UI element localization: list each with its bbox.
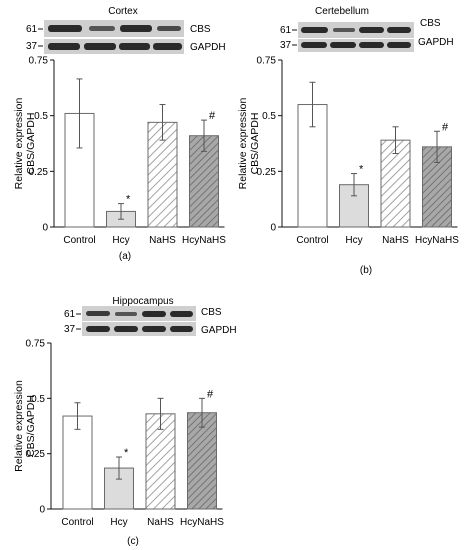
marker-37: 37 <box>26 41 38 52</box>
blot-title: Certebellum <box>315 6 369 17</box>
blot-b: Certebellum 61 37 CBS GAPDH <box>280 6 454 52</box>
panel-b: Certebellum 61 37 CBS GAPDH 00.250.50.7 <box>237 6 459 276</box>
y-axis-label: Relative expressionCBS/GAPDH <box>13 98 37 190</box>
y-axis-label-line: CBS/GAPDH <box>25 113 37 175</box>
y-axis-label-line: CBS/GAPDH <box>25 395 37 457</box>
x-tick-label: HcyNaHS <box>180 517 224 528</box>
blot-label-cbs: CBS <box>201 307 222 318</box>
y-axis-label-line: Relative expression <box>13 380 25 472</box>
bar-nahs <box>380 139 411 228</box>
y-tick-label: 0.75 <box>26 339 46 350</box>
significance-mark: # <box>209 110 216 122</box>
y-tick-label: 0.75 <box>29 56 49 67</box>
blot-bands-cbs <box>86 311 193 317</box>
y-axis-label-line: CBS/GAPDH <box>249 113 261 175</box>
bar-control <box>62 415 93 510</box>
x-tick-label: HcyNaHS <box>415 235 459 246</box>
blot-bands-gapdh <box>86 326 193 332</box>
marker-37: 37 <box>64 324 76 335</box>
bar-chart-a: 0 0.25 0.5 0.75 Relative expressionCBS/GAPDH… <box>13 56 226 247</box>
x-tick-label: NaHS <box>382 235 409 246</box>
blot-bands-gapdh <box>301 42 411 48</box>
x-tick-label: Control <box>61 517 93 528</box>
blot-label-gapdh: GAPDH <box>190 42 226 53</box>
blot-c: Hippocampus 61 37 CBS GAPDH <box>64 296 237 336</box>
significance-mark: * <box>126 194 131 206</box>
x-tick-label: Hcy <box>112 235 129 246</box>
panel-label: (a) <box>119 251 131 262</box>
significance-mark: * <box>359 164 364 176</box>
bar-chart-b: 0 0.25 0.5 0.75 Relative expressionCBS/GAPDH… <box>237 56 459 247</box>
x-tick-label: Hcy <box>345 235 362 246</box>
marker-61: 61 <box>26 24 38 35</box>
blot-label-gapdh: GAPDH <box>201 325 237 336</box>
blot-title: Hippocampus <box>112 296 173 307</box>
marker-61: 61 <box>64 309 76 320</box>
blot-label-cbs: CBS <box>190 24 211 35</box>
y-tick-label: 0 <box>39 505 45 516</box>
y-tick-label: 0.5 <box>31 394 45 405</box>
marker-61: 61 <box>280 25 292 36</box>
significance-mark: # <box>207 388 214 400</box>
significance-mark: # <box>442 121 449 133</box>
x-tick-label: NaHS <box>147 517 174 528</box>
bar-chart-c: 0 0.25 0.5 0.75 Relative expressionCBS/GAPDH… <box>13 339 224 529</box>
blot-a: Cortex 61 37 CBS GAPDH <box>26 6 226 54</box>
blot-label-cbs: CBS <box>420 18 441 29</box>
blot-label-gapdh: GAPDH <box>418 37 454 48</box>
panel-c: Hippocampus 61 37 CBS GAPDH 00.250.50.7 <box>13 296 237 547</box>
blot-bands-cbs <box>48 25 181 32</box>
y-axis-label: Relative expressionCBS/GAPDH <box>237 98 261 190</box>
blot-bands-gapdh <box>48 43 182 50</box>
bar-hcynahs <box>187 412 217 510</box>
y-axis-label-line: Relative expression <box>13 98 25 190</box>
y-tick-label: 0.75 <box>257 56 277 67</box>
blot-strip-gapdh <box>82 322 196 336</box>
significance-mark: * <box>124 447 129 459</box>
x-tick-label: Control <box>63 235 95 246</box>
y-axis-label: Relative expressionCBS/GAPDH <box>13 380 37 472</box>
marker-37: 37 <box>280 40 292 51</box>
x-tick-label: Hcy <box>110 517 127 528</box>
y-tick-label: 0.25 <box>29 167 49 178</box>
y-axis-label-line: Relative expression <box>237 98 249 190</box>
y-tick-label: 0.5 <box>262 111 276 122</box>
y-tick-label: 0.25 <box>257 167 277 178</box>
x-tick-label: HcyNaHS <box>182 235 226 246</box>
blot-strip-gapdh <box>298 39 414 52</box>
y-tick-label: 0.5 <box>34 111 48 122</box>
y-tick-label: 0 <box>270 223 276 234</box>
panel-label: (c) <box>127 536 139 547</box>
y-tick-label: 0.25 <box>26 449 46 460</box>
x-tick-label: NaHS <box>149 235 176 246</box>
x-tick-label: Control <box>296 235 328 246</box>
y-tick-label: 0 <box>42 223 48 234</box>
panel-label: (b) <box>360 265 372 276</box>
blot-title: Cortex <box>108 6 137 17</box>
blot-bands-cbs <box>301 27 411 33</box>
blot-strip-cbs <box>82 306 196 321</box>
blot-strip-cbs <box>298 22 414 38</box>
